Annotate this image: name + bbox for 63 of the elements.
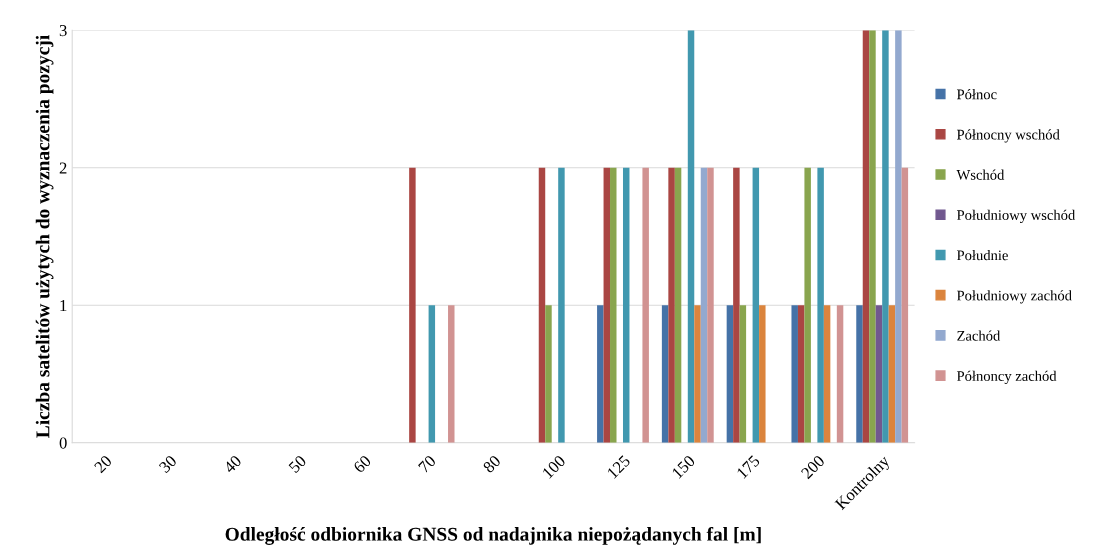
bar: [869, 30, 876, 443]
bar: [687, 30, 695, 443]
bar: [538, 167, 546, 443]
bar: [888, 305, 896, 443]
bar: [752, 167, 760, 443]
bar: [674, 167, 682, 443]
bar: [642, 167, 649, 443]
x-tick-label: 50: [288, 454, 307, 474]
bar: [817, 167, 824, 443]
legend-label: Zachód: [957, 330, 1001, 341]
bar: [610, 167, 617, 443]
bar: [668, 167, 675, 443]
bar: [661, 305, 669, 443]
bar: [901, 167, 909, 443]
bar: [558, 167, 565, 443]
x-tick-label: 80: [482, 454, 502, 474]
bar: [694, 305, 701, 443]
bar: [622, 167, 630, 443]
bar: [448, 305, 455, 443]
x-tick-label: 125: [606, 454, 631, 479]
legend-label: Północ: [956, 89, 997, 100]
bar: [739, 305, 747, 443]
legend-label: Południe: [956, 249, 1008, 261]
bar: [836, 305, 844, 443]
bar: [804, 167, 811, 443]
bar: [726, 305, 734, 443]
bar: [707, 167, 714, 443]
y-tick-label: 3: [59, 25, 67, 37]
bar: [797, 305, 805, 443]
bar: [603, 167, 611, 443]
bar: [823, 305, 831, 443]
x-tick-label: 70: [417, 454, 437, 474]
bar: [862, 30, 870, 443]
legend-label: Północny wschód: [956, 129, 1060, 143]
y-tick-label: 0: [59, 437, 67, 449]
bar: [733, 167, 740, 443]
x-axis-title: Odległość odbiornika GNSS od nadajnika niepożądanych fal [m]: [225, 526, 761, 545]
bar: [428, 305, 436, 443]
legend-label: Południowy zachód: [956, 290, 1072, 304]
x-tick-label: 100: [541, 454, 567, 479]
bar: [875, 305, 883, 443]
bar: [882, 30, 889, 443]
legend-label: Półnoncy zachód: [956, 370, 1057, 384]
bar: [597, 305, 604, 443]
bar: [545, 305, 552, 443]
legend-label: Wschód: [956, 169, 1005, 180]
x-tick-label: 30: [158, 454, 178, 474]
bar: [409, 167, 416, 443]
x-tick-label: 150: [671, 454, 696, 479]
bar: [759, 305, 766, 443]
x-tick-label: 200: [800, 454, 826, 480]
x-tick-label: 60: [352, 454, 372, 474]
bar: [700, 167, 708, 443]
x-tick-label: 40: [222, 454, 243, 474]
y-tick-label: 2: [59, 162, 67, 174]
x-tick-label: 175: [736, 454, 761, 479]
bar: [856, 305, 863, 443]
x-tick-label: 20: [93, 454, 113, 474]
bar: [791, 305, 798, 443]
bar: [895, 30, 902, 443]
y-tick-label: 1: [60, 300, 67, 312]
y-axis-title: Liczba satelitów użytych do wyznaczenia pozycji: [35, 35, 54, 438]
legend-label: Południowy wschód: [956, 209, 1076, 224]
